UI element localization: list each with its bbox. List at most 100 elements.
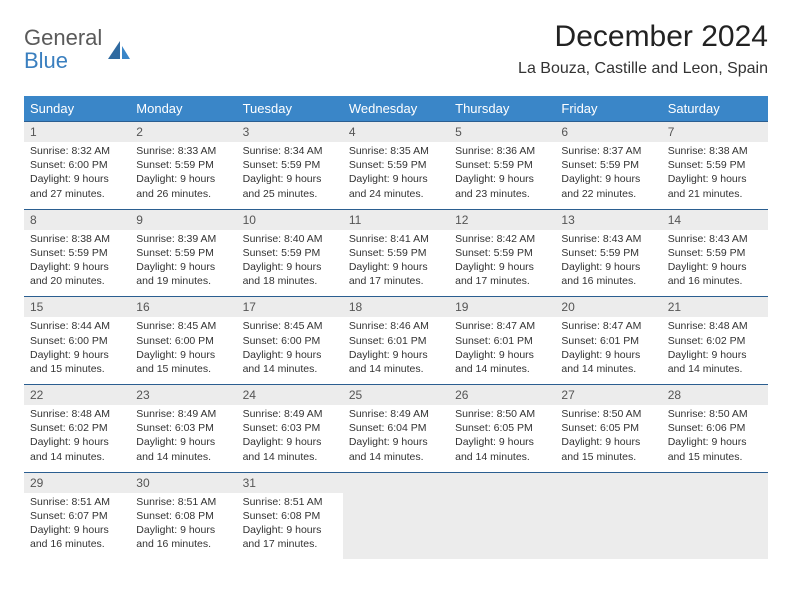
- daylight-line: Daylight: 9 hours and 17 minutes.: [243, 523, 337, 551]
- daylight-line: Daylight: 9 hours and 23 minutes.: [455, 172, 549, 200]
- daylight-line: Daylight: 9 hours and 14 minutes.: [349, 348, 443, 376]
- day-number-cell: 12: [449, 210, 555, 230]
- day-number-cell: 5: [449, 122, 555, 142]
- daylight-line: Daylight: 9 hours and 19 minutes.: [136, 260, 230, 288]
- day-number-cell: 22: [24, 385, 130, 405]
- daylight-line: Daylight: 9 hours and 15 minutes.: [561, 435, 655, 463]
- sunrise-line: Sunrise: 8:46 AM: [349, 319, 443, 333]
- daylight-line: Daylight: 9 hours and 24 minutes.: [349, 172, 443, 200]
- day-info-cell: Sunrise: 8:45 AMSunset: 6:00 PMDaylight:…: [130, 317, 236, 384]
- day-info-cell: Sunrise: 8:33 AMSunset: 5:59 PMDaylight:…: [130, 142, 236, 209]
- sunrise-line: Sunrise: 8:35 AM: [349, 144, 443, 158]
- day-number-cell: 25: [343, 385, 449, 405]
- daylight-line: Daylight: 9 hours and 21 minutes.: [668, 172, 762, 200]
- day-number-cell: [343, 473, 449, 493]
- day-info-cell: Sunrise: 8:48 AMSunset: 6:02 PMDaylight:…: [24, 405, 130, 472]
- sunrise-line: Sunrise: 8:45 AM: [243, 319, 337, 333]
- day-number-cell: 4: [343, 122, 449, 142]
- day-info-cell: Sunrise: 8:38 AMSunset: 5:59 PMDaylight:…: [24, 230, 130, 297]
- sunset-line: Sunset: 6:02 PM: [30, 421, 124, 435]
- sunrise-line: Sunrise: 8:33 AM: [136, 144, 230, 158]
- day-info-cell: [555, 493, 661, 560]
- day-number-cell: 15: [24, 297, 130, 317]
- sunset-line: Sunset: 6:06 PM: [668, 421, 762, 435]
- day-number-row: 15161718192021: [24, 297, 768, 317]
- daylight-line: Daylight: 9 hours and 16 minutes.: [136, 523, 230, 551]
- sunset-line: Sunset: 5:59 PM: [30, 246, 124, 260]
- calendar-table: SundayMondayTuesdayWednesdayThursdayFrid…: [24, 96, 768, 559]
- day-number-cell: [449, 473, 555, 493]
- sunrise-line: Sunrise: 8:47 AM: [561, 319, 655, 333]
- sunrise-line: Sunrise: 8:50 AM: [668, 407, 762, 421]
- daylight-line: Daylight: 9 hours and 14 minutes.: [30, 435, 124, 463]
- daylight-line: Daylight: 9 hours and 16 minutes.: [668, 260, 762, 288]
- sunrise-line: Sunrise: 8:49 AM: [136, 407, 230, 421]
- day-number-row: 293031: [24, 473, 768, 493]
- sunset-line: Sunset: 6:00 PM: [136, 334, 230, 348]
- daylight-line: Daylight: 9 hours and 18 minutes.: [243, 260, 337, 288]
- sunrise-line: Sunrise: 8:37 AM: [561, 144, 655, 158]
- day-info-cell: Sunrise: 8:49 AMSunset: 6:03 PMDaylight:…: [237, 405, 343, 472]
- daylight-line: Daylight: 9 hours and 15 minutes.: [668, 435, 762, 463]
- sunrise-line: Sunrise: 8:41 AM: [349, 232, 443, 246]
- weekday-header-row: SundayMondayTuesdayWednesdayThursdayFrid…: [24, 96, 768, 122]
- weekday-header: Saturday: [662, 96, 768, 122]
- sunset-line: Sunset: 5:59 PM: [668, 158, 762, 172]
- day-info-cell: Sunrise: 8:50 AMSunset: 6:05 PMDaylight:…: [555, 405, 661, 472]
- sunset-line: Sunset: 5:59 PM: [561, 246, 655, 260]
- weekday-header: Tuesday: [237, 96, 343, 122]
- day-info-row: Sunrise: 8:48 AMSunset: 6:02 PMDaylight:…: [24, 405, 768, 472]
- day-info-cell: [449, 493, 555, 560]
- day-info-cell: Sunrise: 8:51 AMSunset: 6:08 PMDaylight:…: [237, 493, 343, 560]
- day-info-cell: Sunrise: 8:34 AMSunset: 5:59 PMDaylight:…: [237, 142, 343, 209]
- sunset-line: Sunset: 5:59 PM: [349, 246, 443, 260]
- day-number-cell: 29: [24, 473, 130, 493]
- daylight-line: Daylight: 9 hours and 17 minutes.: [349, 260, 443, 288]
- sunrise-line: Sunrise: 8:39 AM: [136, 232, 230, 246]
- daylight-line: Daylight: 9 hours and 14 minutes.: [243, 435, 337, 463]
- day-number-cell: 3: [237, 122, 343, 142]
- day-info-cell: Sunrise: 8:39 AMSunset: 5:59 PMDaylight:…: [130, 230, 236, 297]
- weekday-header: Sunday: [24, 96, 130, 122]
- sunset-line: Sunset: 5:59 PM: [668, 246, 762, 260]
- month-title: December 2024: [518, 20, 768, 54]
- weekday-header: Monday: [130, 96, 236, 122]
- sunset-line: Sunset: 6:01 PM: [561, 334, 655, 348]
- sunset-line: Sunset: 6:04 PM: [349, 421, 443, 435]
- sunrise-line: Sunrise: 8:51 AM: [136, 495, 230, 509]
- day-number-cell: 7: [662, 122, 768, 142]
- sunset-line: Sunset: 6:00 PM: [30, 334, 124, 348]
- day-number-cell: 2: [130, 122, 236, 142]
- day-number-row: 1234567: [24, 122, 768, 142]
- sunrise-line: Sunrise: 8:44 AM: [30, 319, 124, 333]
- sunset-line: Sunset: 6:00 PM: [30, 158, 124, 172]
- day-info-cell: Sunrise: 8:51 AMSunset: 6:08 PMDaylight:…: [130, 493, 236, 560]
- day-info-cell: Sunrise: 8:35 AMSunset: 5:59 PMDaylight:…: [343, 142, 449, 209]
- sunrise-line: Sunrise: 8:45 AM: [136, 319, 230, 333]
- day-info-cell: [343, 493, 449, 560]
- sunrise-line: Sunrise: 8:51 AM: [243, 495, 337, 509]
- sunset-line: Sunset: 6:01 PM: [455, 334, 549, 348]
- day-info-cell: Sunrise: 8:45 AMSunset: 6:00 PMDaylight:…: [237, 317, 343, 384]
- daylight-line: Daylight: 9 hours and 14 minutes.: [136, 435, 230, 463]
- sunset-line: Sunset: 5:59 PM: [243, 158, 337, 172]
- day-info-row: Sunrise: 8:32 AMSunset: 6:00 PMDaylight:…: [24, 142, 768, 209]
- day-info-cell: Sunrise: 8:32 AMSunset: 6:00 PMDaylight:…: [24, 142, 130, 209]
- day-info-cell: Sunrise: 8:51 AMSunset: 6:07 PMDaylight:…: [24, 493, 130, 560]
- daylight-line: Daylight: 9 hours and 26 minutes.: [136, 172, 230, 200]
- daylight-line: Daylight: 9 hours and 16 minutes.: [561, 260, 655, 288]
- weekday-header: Thursday: [449, 96, 555, 122]
- day-number-cell: [555, 473, 661, 493]
- day-info-row: Sunrise: 8:51 AMSunset: 6:07 PMDaylight:…: [24, 493, 768, 560]
- day-number-cell: 14: [662, 210, 768, 230]
- daylight-line: Daylight: 9 hours and 16 minutes.: [30, 523, 124, 551]
- day-info-cell: Sunrise: 8:49 AMSunset: 6:03 PMDaylight:…: [130, 405, 236, 472]
- day-number-cell: 18: [343, 297, 449, 317]
- day-info-cell: Sunrise: 8:43 AMSunset: 5:59 PMDaylight:…: [555, 230, 661, 297]
- day-info-row: Sunrise: 8:38 AMSunset: 5:59 PMDaylight:…: [24, 230, 768, 297]
- sunset-line: Sunset: 5:59 PM: [455, 246, 549, 260]
- daylight-line: Daylight: 9 hours and 22 minutes.: [561, 172, 655, 200]
- sunrise-line: Sunrise: 8:51 AM: [30, 495, 124, 509]
- day-info-cell: Sunrise: 8:37 AMSunset: 5:59 PMDaylight:…: [555, 142, 661, 209]
- day-number-cell: 16: [130, 297, 236, 317]
